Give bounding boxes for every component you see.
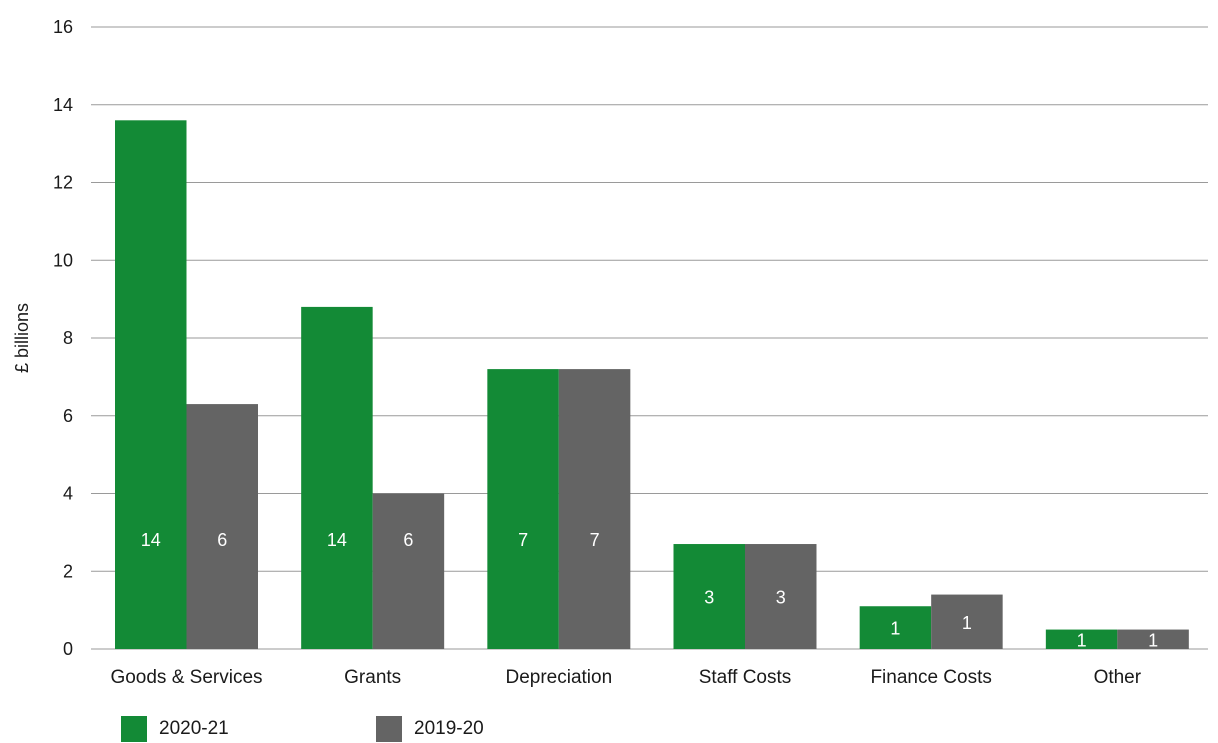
x-axis-categories: Goods & Services Grants Depreciation Staff … [110,667,1141,688]
data-label: 1 [890,619,900,639]
data-labels: 14 6 14 6 7 7 3 3 1 1 1 1 [141,530,1158,650]
y-tick-label: 4 [63,484,73,504]
bars [115,120,1189,650]
y-tick-label: 14 [53,95,73,115]
data-label: 3 [704,588,714,608]
bar-2019-20-other [1117,629,1189,649]
x-category-label: Other [1094,667,1142,688]
y-axis-ticks: 0 2 4 6 8 10 12 14 16 [53,17,73,659]
bar-2019-20-goods-services [186,404,258,649]
data-label: 14 [141,530,161,550]
y-tick-label: 16 [53,17,73,37]
x-category-label: Staff Costs [699,667,792,688]
bar-2020-21-goods-services [115,120,187,650]
y-axis-label: £ billions [12,303,32,373]
data-label: 1 [962,613,972,633]
x-category-label: Depreciation [505,667,612,688]
data-label: 1 [1077,630,1087,650]
legend-label-2020-21: 2020-21 [159,718,229,739]
legend-swatch-2019-20 [376,716,402,742]
y-tick-label: 0 [63,639,73,659]
bar-2019-20-depreciation [558,369,631,649]
x-category-label: Grants [344,667,401,688]
x-category-label: Goods & Services [110,667,262,688]
legend-swatch-2020-21 [121,716,147,742]
bar-2019-20-staff-costs [745,544,817,649]
data-label: 7 [518,530,528,550]
bar-2019-20-finance-costs [931,594,1003,649]
bar-chart: 0 2 4 6 8 10 12 14 16 14 6 14 6 7 7 3 3 1 1 1 1 Goods & Ser… [12,17,1208,688]
bar-2020-21-other [1045,629,1118,649]
y-tick-label: 6 [63,406,73,426]
y-tick-label: 2 [63,561,73,581]
y-tick-label: 10 [53,250,73,270]
gridlines [91,26,1208,650]
data-label: 14 [327,530,347,550]
bar-2020-21-grants [301,306,373,649]
data-label: 1 [1148,630,1158,650]
legend-label-2019-20: 2019-20 [414,718,484,739]
bar-2020-21-depreciation [487,369,559,649]
legend-item-2020-21: 2020-21 [121,716,229,742]
x-category-label: Finance Costs [870,667,991,688]
y-tick-label: 8 [63,328,73,348]
data-label: 6 [403,530,413,550]
bar-2020-21-finance-costs [859,606,932,649]
y-tick-label: 12 [53,173,73,193]
data-label: 6 [217,530,227,550]
data-label: 7 [590,530,600,550]
bar-2019-20-grants [372,493,445,649]
legend-item-2019-20: 2019-20 [376,716,484,742]
data-label: 3 [776,588,786,608]
bar-2020-21-staff-costs [673,544,745,649]
